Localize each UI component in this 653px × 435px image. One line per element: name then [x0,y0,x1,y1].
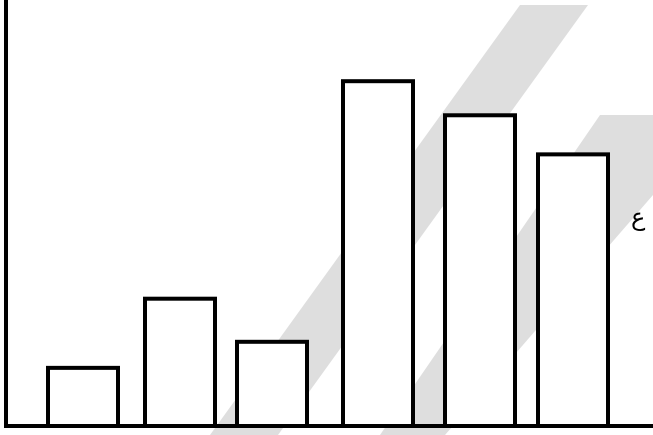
bar-6 [536,152,610,428]
bar-3 [235,339,309,428]
bar-series [46,79,610,429]
side-label: ع [631,203,646,231]
bar-4 [341,79,415,429]
bar-1 [46,365,120,428]
bar-2 [143,296,217,428]
bar-5 [443,113,517,428]
